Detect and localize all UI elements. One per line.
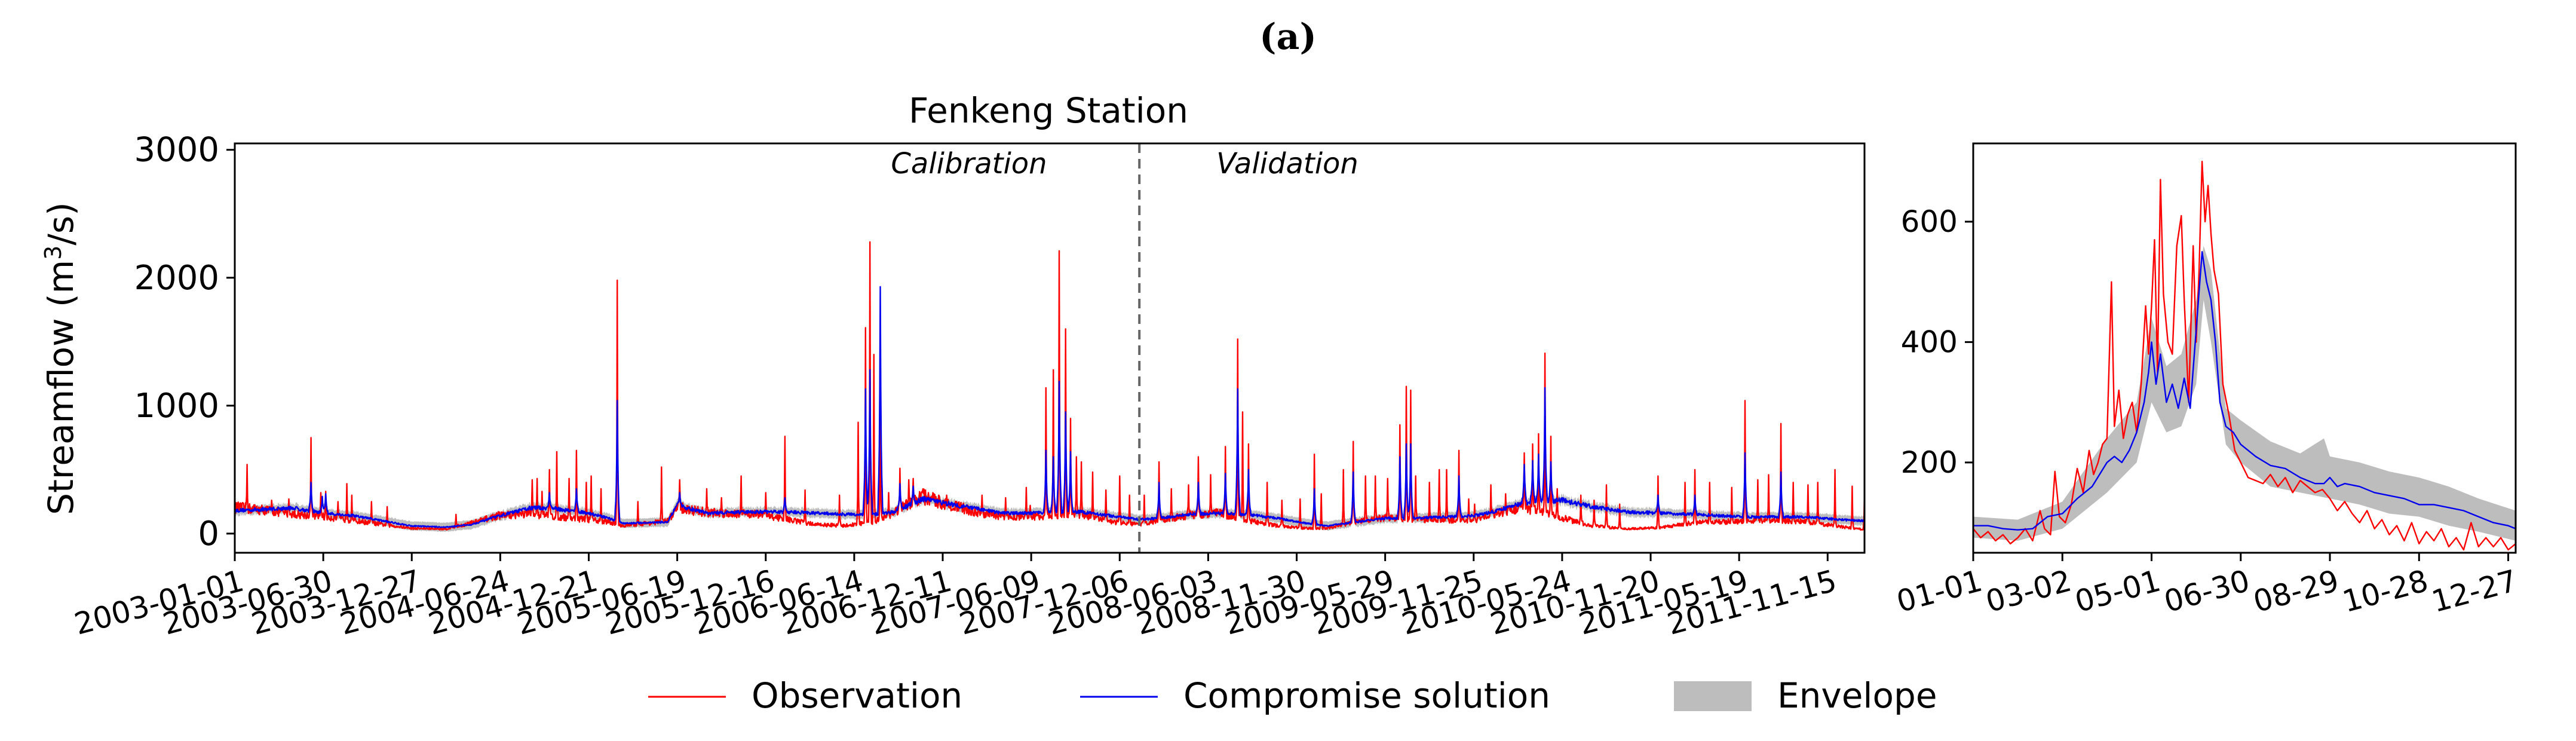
main-plot-area xyxy=(235,143,1864,553)
main-observation-line xyxy=(235,241,1864,531)
main-y-tick-label: 2000 xyxy=(134,259,219,298)
inset-y-tick-label: 200 xyxy=(1901,445,1958,480)
y-axis-label-superscript: 3 xyxy=(40,246,66,260)
figure-label: (a) xyxy=(1259,16,1317,58)
inset-envelope-band xyxy=(1973,246,2516,541)
main-plot-frame xyxy=(234,142,1866,554)
main-y-tick-label: 0 xyxy=(198,515,219,553)
legend-observation-label: Observation xyxy=(752,675,962,716)
inset-compromise-line xyxy=(1973,251,2516,531)
inset-y-axis: 200 400 600 xyxy=(1901,204,1973,480)
inset-observation-line xyxy=(1973,161,2516,551)
y-axis-label: Streamflow (m3/s) xyxy=(40,202,81,515)
main-y-axis: 0 1000 2000 3000 xyxy=(134,131,235,553)
inset-y-tick-label: 400 xyxy=(1901,324,1958,359)
main-y-tick-label: 3000 xyxy=(134,131,219,170)
inset-y-tick-label: 600 xyxy=(1901,204,1958,239)
legend: Observation Compromise solution Envelope xyxy=(648,675,1937,716)
legend-envelope-label: Envelope xyxy=(1777,675,1937,716)
inset-plot-frame xyxy=(1972,142,2517,554)
main-y-tick-label: 1000 xyxy=(134,387,219,425)
main-compromise-line xyxy=(235,286,1864,528)
validation-label: Validation xyxy=(1216,147,1358,180)
y-axis-label-unit: /s) xyxy=(41,202,81,245)
main-chart-title: Fenkeng Station xyxy=(909,90,1188,131)
legend-compromise-label: Compromise solution xyxy=(1183,675,1550,716)
calibration-label: Calibration xyxy=(891,147,1047,180)
y-axis-label-text: Streamflow (m xyxy=(41,260,81,515)
legend-envelope-swatch xyxy=(1674,681,1752,711)
inset-plot-area xyxy=(1973,161,2516,551)
